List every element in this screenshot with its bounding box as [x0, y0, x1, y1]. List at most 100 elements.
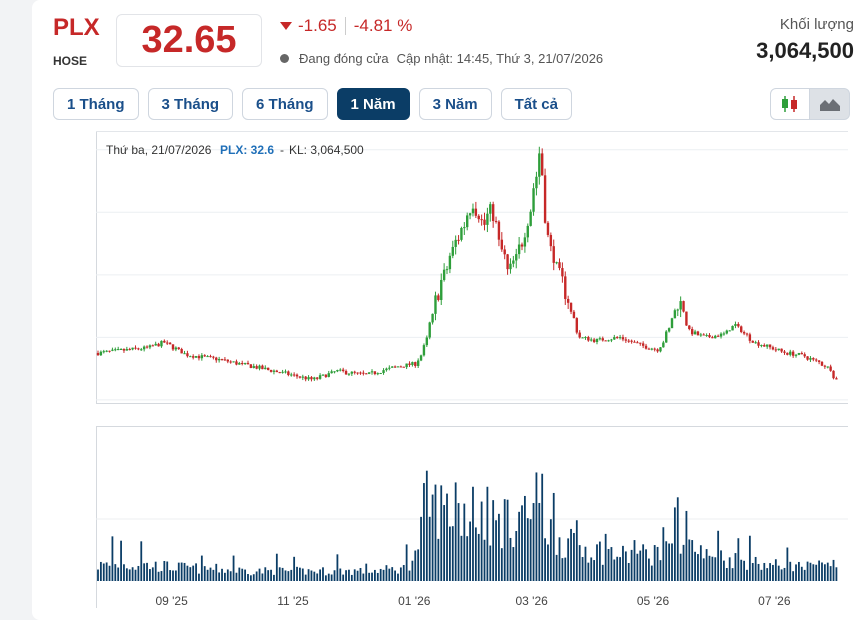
tab-3-months[interactable]: 3 Tháng	[147, 88, 234, 120]
candle-body	[535, 176, 538, 189]
candle-body	[601, 338, 604, 341]
candle-body	[131, 347, 134, 350]
volume-bar	[705, 549, 708, 581]
volume-bar	[241, 568, 244, 581]
candle-body	[137, 348, 140, 350]
volume-bar	[671, 543, 673, 581]
volume-bar	[598, 541, 601, 581]
volume-bar	[821, 562, 823, 581]
volume-bar	[287, 571, 290, 581]
volume-bar	[417, 549, 420, 581]
candle-body	[252, 366, 255, 368]
volume-bar	[567, 538, 570, 581]
volume-bar	[584, 546, 587, 581]
candle-body	[246, 362, 250, 365]
candle-body	[538, 153, 541, 177]
candle-body	[636, 342, 639, 344]
tab-all[interactable]: Tất cả	[500, 88, 572, 120]
candle-body	[197, 356, 201, 359]
candlestick-button[interactable]	[770, 88, 810, 120]
area-chart-button[interactable]	[810, 88, 850, 120]
candle-body	[748, 334, 752, 341]
candle-body	[702, 334, 705, 336]
candle-body	[688, 325, 691, 330]
tab-6-months[interactable]: 6 Tháng	[242, 88, 328, 120]
volume-bar	[146, 562, 148, 581]
volume-bar	[149, 569, 151, 581]
candle-body	[483, 219, 486, 225]
status-dot-icon	[280, 54, 289, 63]
volume-bar	[662, 527, 665, 581]
candle-body	[425, 337, 429, 346]
volume-bar	[679, 553, 682, 581]
candle-body	[543, 175, 547, 223]
candle-body	[269, 369, 273, 372]
volume-bar	[402, 565, 405, 581]
volume-bar	[391, 567, 394, 581]
volume-bar	[720, 550, 722, 581]
range-tabs: 1 Tháng 3 Tháng 6 Tháng 1 Năm 3 Năm Tất …	[53, 88, 581, 120]
candle-body	[341, 369, 345, 371]
volume-bar	[310, 570, 313, 581]
volume-bar	[238, 567, 241, 581]
volume-bar	[376, 572, 379, 581]
volume-bar	[760, 569, 763, 581]
candle-body	[229, 361, 232, 363]
candle-body	[200, 355, 204, 359]
candle-body	[457, 239, 460, 241]
volume-bar	[232, 555, 235, 581]
volume-bar	[474, 527, 477, 581]
volume-bar	[203, 566, 206, 581]
volume-bar	[512, 547, 515, 581]
volume-bar	[123, 564, 125, 581]
candle-body	[754, 342, 757, 344]
volume-bar	[120, 540, 122, 581]
candle-body	[391, 366, 394, 368]
volume-bar	[535, 472, 538, 581]
volume-bar	[500, 548, 503, 581]
volume-bar	[636, 553, 639, 581]
candle-body	[408, 363, 411, 365]
volume-bar	[648, 558, 650, 581]
volume-bar	[740, 559, 743, 581]
tab-1-year[interactable]: 1 Năm	[336, 88, 410, 120]
tooltip-volume: KL: 3,064,500	[289, 143, 364, 157]
volume-bar	[336, 554, 339, 581]
candle-body	[494, 220, 498, 222]
volume-bar	[515, 531, 518, 581]
tab-3-years[interactable]: 3 Năm	[418, 88, 492, 120]
tab-1-month[interactable]: 1 Tháng	[53, 88, 139, 120]
volume-bar	[795, 564, 797, 581]
candle-body	[771, 347, 775, 350]
candle-body	[515, 254, 518, 261]
volume-bar	[270, 569, 272, 581]
candle-body	[480, 219, 483, 221]
volume-bar	[509, 537, 512, 581]
volume-bar	[587, 562, 590, 581]
volume-bar	[437, 538, 440, 581]
candle-body	[584, 337, 587, 339]
candle-body	[330, 371, 333, 374]
volume-bar	[697, 554, 699, 581]
volume-bar	[676, 497, 679, 581]
candle-body	[399, 366, 403, 368]
candle-body	[486, 213, 489, 225]
candle-body	[777, 348, 780, 351]
candle-body	[742, 331, 746, 334]
candle-body	[419, 355, 423, 361]
x-tick-label: 09 '25	[155, 594, 188, 608]
volume-bar	[304, 574, 307, 581]
candle-body	[171, 344, 175, 350]
volume-bar	[342, 574, 345, 581]
exchange-label: HOSE	[53, 54, 88, 68]
updated-time: Cập nhật: 14:45, Thứ 3, 21/07/2026	[396, 51, 604, 66]
candle-body	[304, 376, 307, 380]
candle-body	[532, 188, 535, 212]
candle-body	[826, 366, 829, 368]
candle-body	[316, 377, 319, 379]
candle-body	[786, 352, 789, 355]
candle-body	[471, 208, 475, 214]
volume-bar	[137, 565, 140, 581]
candle-body	[166, 342, 169, 344]
